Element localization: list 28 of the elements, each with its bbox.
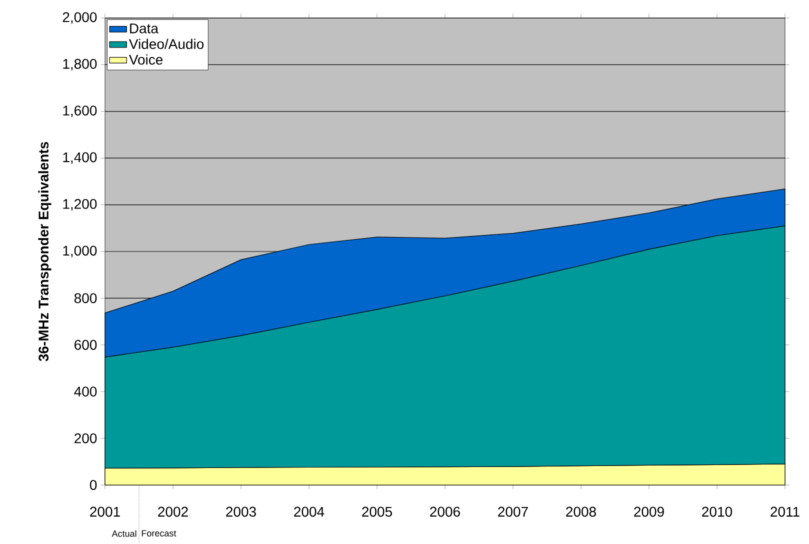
y-tick-label: 2,000 xyxy=(62,12,97,24)
x-tick-label: 2004 xyxy=(294,506,324,517)
x-tick-label: 2001 xyxy=(90,506,120,517)
y-tick-label: 1,200 xyxy=(63,199,97,211)
y-tick-label: 1,000 xyxy=(63,246,97,258)
y-tick-label: 400 xyxy=(74,386,97,397)
x-tick-label: 2006 xyxy=(430,506,460,517)
x-tick-label: 2005 xyxy=(362,506,392,517)
y-tick-label: 0 xyxy=(90,480,97,490)
x-tick-label: 2010 xyxy=(702,506,732,517)
y-tick-label: 600 xyxy=(74,340,97,350)
legend-label: Video/Audio xyxy=(128,38,204,50)
y-tick-label: 200 xyxy=(74,433,97,444)
y-tick-label: 1,800 xyxy=(63,58,97,70)
legend-label: Data xyxy=(130,24,158,34)
x-tick-label: 2011 xyxy=(770,506,800,517)
x-tick-label: 2008 xyxy=(566,506,596,517)
text: Actual xyxy=(112,530,136,537)
x-tick-label: 2007 xyxy=(498,506,528,517)
x-tick-label: 2009 xyxy=(634,506,664,517)
y-tick-label: 800 xyxy=(74,293,97,304)
y-axis-title: 36-MHz Transponder Equivalents xyxy=(38,142,52,362)
text: Forecast xyxy=(142,530,176,536)
legend-label: Voice xyxy=(128,54,163,65)
y-tick-label: 1,400 xyxy=(63,152,97,164)
x-tick-label: 2002 xyxy=(158,506,188,517)
x-tick-label: 2003 xyxy=(226,506,256,517)
y-tick-label: 1,600 xyxy=(63,106,97,118)
